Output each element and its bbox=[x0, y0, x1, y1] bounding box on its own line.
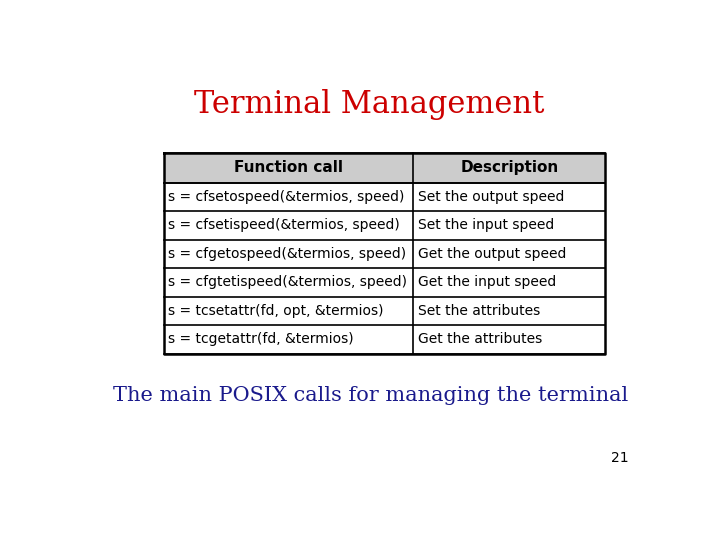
Text: Get the output speed: Get the output speed bbox=[418, 247, 566, 261]
Text: s = cfgetospeed(&termios, speed): s = cfgetospeed(&termios, speed) bbox=[168, 247, 406, 261]
Text: 21: 21 bbox=[611, 451, 629, 465]
Text: s = cfsetospeed(&termios, speed): s = cfsetospeed(&termios, speed) bbox=[168, 190, 405, 204]
Text: s = cfsetispeed(&termios, speed): s = cfsetispeed(&termios, speed) bbox=[168, 218, 400, 232]
Text: Description: Description bbox=[460, 160, 559, 176]
Text: s = cfgtetispeed(&termios, speed): s = cfgtetispeed(&termios, speed) bbox=[168, 275, 408, 289]
Text: Function call: Function call bbox=[234, 160, 343, 176]
Text: s = tcsetattr(fd, opt, &termios): s = tcsetattr(fd, opt, &termios) bbox=[168, 304, 384, 318]
Text: s = tcgetattr(fd, &termios): s = tcgetattr(fd, &termios) bbox=[168, 332, 354, 346]
Text: Set the input speed: Set the input speed bbox=[418, 218, 554, 232]
Bar bbox=[163, 153, 606, 183]
Text: Get the input speed: Get the input speed bbox=[418, 275, 556, 289]
Text: Set the output speed: Set the output speed bbox=[418, 190, 564, 204]
Text: Get the attributes: Get the attributes bbox=[418, 332, 542, 346]
Text: Set the attributes: Set the attributes bbox=[418, 304, 540, 318]
Text: The main POSIX calls for managing the terminal: The main POSIX calls for managing the te… bbox=[113, 387, 629, 406]
Text: Terminal Management: Terminal Management bbox=[194, 89, 544, 120]
